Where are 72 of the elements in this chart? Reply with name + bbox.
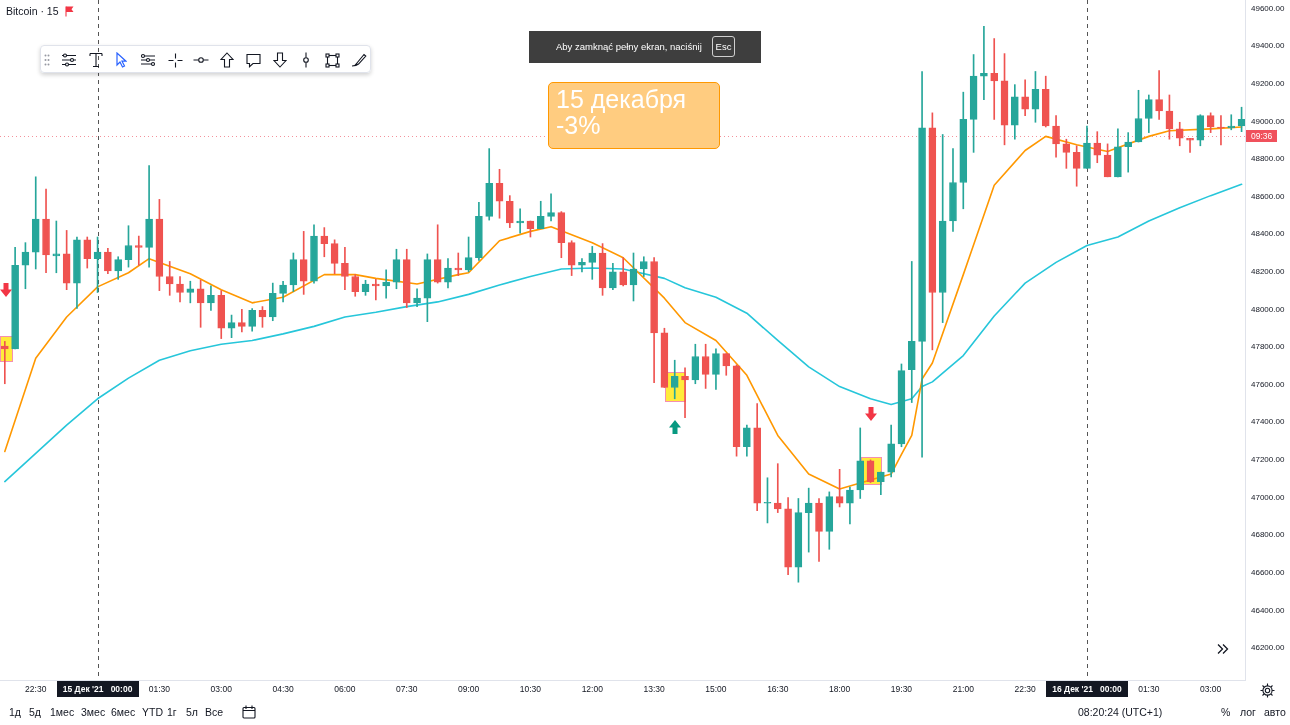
y-tick-label: 48000.00 [1251, 304, 1285, 314]
text: 08:20:24 (UTC+1) [1078, 706, 1163, 718]
text: 6мес [111, 706, 136, 718]
y-tick-label: 46800.00 [1251, 530, 1285, 540]
x-tick-label: 22:30 [25, 684, 47, 695]
candlestick [907, 261, 916, 403]
x-tick-label: 07:30 [396, 684, 418, 695]
y-tick-label: 47200.00 [1251, 455, 1285, 465]
x-tick-label: 18:00 [828, 684, 851, 695]
text: 1г [167, 706, 177, 718]
annotation: Aby zamknąć pełny ekran, naciśnij [556, 41, 702, 53]
annotation: 09:36 [1251, 131, 1273, 142]
candlestick [980, 26, 988, 101]
y-tick-label: 48600.00 [1251, 191, 1285, 201]
x-tick-label: 01:30 [1138, 684, 1160, 695]
x-tick-label: 09:00 [457, 684, 480, 695]
y-tick-label: 48200.00 [1251, 267, 1285, 277]
candlestick [804, 487, 813, 553]
y-tick-label: 49600.00 [1251, 3, 1285, 13]
text: YTD [142, 706, 163, 718]
y-tick-label: 47600.00 [1251, 379, 1285, 389]
text: 5д [29, 706, 41, 718]
y-tick-label: 48400.00 [1251, 229, 1285, 239]
candlestick [1155, 70, 1163, 120]
y-tick-label: 46600.00 [1251, 567, 1285, 577]
candlestick [165, 261, 174, 296]
x-tick-label: 22:30 [1014, 684, 1037, 695]
x-tick-label: 03:00 [210, 684, 233, 695]
y-tick-label: 47000.00 [1251, 492, 1285, 502]
candlestick [238, 309, 246, 333]
ref-line-label: 16 Дек '21 00:00 [1052, 683, 1123, 694]
candlestick [1217, 115, 1225, 146]
text: 3мес [81, 706, 106, 718]
text: 5л [186, 706, 198, 718]
y-tick-label: 48800.00 [1251, 154, 1285, 164]
text: % [1221, 706, 1231, 718]
x-tick-label: 10:30 [519, 684, 542, 695]
candlestick [773, 463, 782, 513]
candlestick [320, 227, 329, 258]
candlestick [1186, 137, 1194, 153]
text: Bitcoin · 15 [6, 5, 59, 18]
annotation: Esc [712, 36, 735, 57]
y-tick-label: 47400.00 [1251, 417, 1285, 427]
candlestick [186, 280, 195, 304]
x-tick-label: 04:30 [272, 684, 294, 695]
candlestick [547, 193, 555, 222]
y-tick-label: 49200.00 [1251, 78, 1285, 88]
y-tick-label: 46200.00 [1251, 643, 1285, 653]
text: Все [205, 706, 224, 718]
x-tick-label: 03:00 [1200, 684, 1222, 695]
ref-line-label: 15 Дек '21 00:00 [62, 683, 133, 694]
y-tick-label: 46400.00 [1251, 605, 1285, 615]
candlestick [1124, 132, 1133, 173]
candlestick [413, 288, 421, 307]
candlestick [134, 235, 143, 266]
y-tick-label: 49400.00 [1251, 41, 1285, 51]
text: 1д [9, 706, 21, 718]
x-tick-label: 15:00 [705, 684, 727, 695]
candlestick [990, 38, 999, 120]
x-tick-label: 12:00 [581, 684, 604, 695]
x-tick-label: 06:00 [334, 684, 356, 695]
x-tick-label: 21:00 [952, 684, 975, 695]
text: авто [1264, 706, 1286, 718]
annotation: 15 декабря -3% [556, 85, 687, 139]
x-tick-label: 16:30 [767, 684, 789, 695]
text: 1мес [50, 706, 75, 718]
y-tick-label: 49000.00 [1251, 116, 1285, 126]
x-tick-label: 13:30 [643, 684, 666, 695]
y-tick-label: 47800.00 [1251, 342, 1285, 352]
x-tick-label: 19:30 [890, 684, 913, 695]
text: лог [1240, 706, 1256, 718]
x-tick-label: 01:30 [148, 684, 171, 695]
